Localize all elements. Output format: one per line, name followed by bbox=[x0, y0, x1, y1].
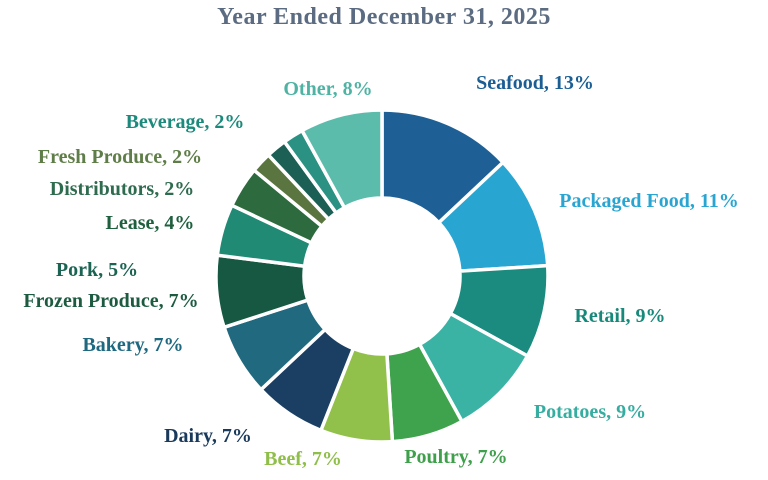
slice-label-potatoes: Potatoes, 9% bbox=[533, 401, 647, 423]
chart-title: Year Ended December 31, 2025 bbox=[217, 4, 551, 30]
slice-label-lease: Lease, 4% bbox=[105, 212, 195, 234]
slice-label-bakery: Bakery, 7% bbox=[82, 334, 184, 356]
slice-label-beverage: Beverage, 2% bbox=[125, 111, 245, 133]
slice-label-seafood: Seafood, 13% bbox=[476, 72, 594, 94]
slice-label-pork: Pork, 5% bbox=[55, 259, 139, 281]
slice-label-beef: Beef, 7% bbox=[264, 448, 342, 470]
slice-label-fresh-produce: Fresh Produce, 2% bbox=[37, 146, 203, 168]
slice-label-other: Other, 8% bbox=[283, 78, 373, 100]
slice-label-packaged-food: Packaged Food, 11% bbox=[559, 190, 739, 212]
slice-label-dairy: Dairy, 7% bbox=[164, 425, 252, 447]
slice-label-frozen-produce: Frozen Produce, 7% bbox=[23, 290, 199, 312]
slice-label-distributors: Distributors, 2% bbox=[49, 178, 195, 200]
slice-label-retail: Retail, 9% bbox=[574, 305, 666, 327]
slice-other bbox=[299, 108, 384, 211]
slice-label-poultry: Poultry, 7% bbox=[404, 446, 508, 468]
